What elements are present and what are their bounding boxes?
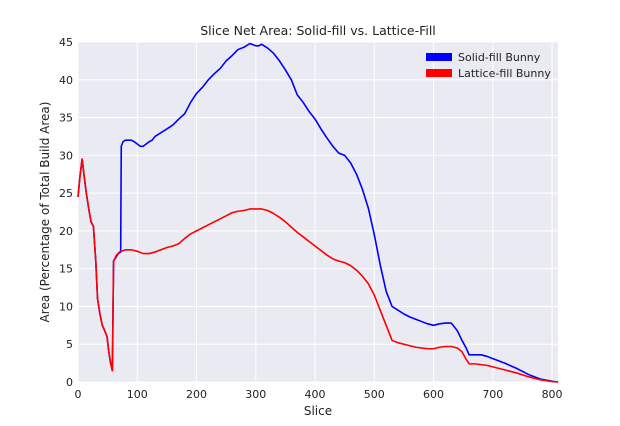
chart-title: Slice Net Area: Solid-fill vs. Lattice-F… (200, 23, 436, 38)
legend-label-solid-fill: Solid-fill Bunny (458, 51, 541, 64)
y-tick-label: 10 (59, 300, 73, 313)
y-tick-label: 30 (59, 149, 73, 162)
y-tick-label: 5 (66, 338, 73, 351)
legend-swatch-lattice-fill (426, 69, 452, 77)
x-tick-label: 300 (245, 388, 266, 401)
x-axis-ticks: 0 100 200 300 400 500 600 700 800 (75, 388, 563, 401)
y-axis-label: Area (Percentage of Total Build Area) (38, 102, 52, 323)
legend-label-lattice-fill: Lattice-fill Bunny (458, 67, 551, 80)
x-tick-label: 700 (482, 388, 503, 401)
x-tick-label: 100 (127, 388, 148, 401)
y-axis-ticks: 0 5 10 15 20 25 30 35 40 45 (59, 36, 73, 389)
grid-lines (77, 41, 558, 383)
plot-area (78, 42, 558, 382)
x-tick-label: 400 (305, 388, 326, 401)
legend-swatch-solid-fill (426, 53, 452, 61)
y-tick-label: 0 (66, 376, 73, 389)
x-tick-label: 600 (423, 388, 444, 401)
y-tick-label: 35 (59, 112, 73, 125)
y-tick-label: 20 (59, 225, 73, 238)
x-tick-label: 200 (186, 388, 207, 401)
series-layer (77, 42, 559, 383)
x-tick-label: 800 (542, 388, 563, 401)
x-axis-label: Slice (304, 404, 332, 418)
y-tick-label: 40 (59, 74, 73, 87)
y-tick-label: 15 (59, 263, 73, 276)
x-tick-label: 0 (75, 388, 82, 401)
x-tick-label: 500 (364, 388, 385, 401)
series-line-lattice-fill (77, 158, 559, 383)
y-tick-label: 25 (59, 187, 73, 200)
y-tick-label: 45 (59, 36, 73, 49)
legend: Solid-fill Bunny Lattice-fill Bunny (426, 51, 551, 80)
